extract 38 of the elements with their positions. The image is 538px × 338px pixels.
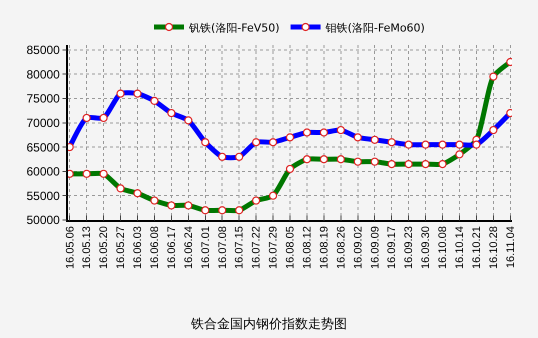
x-tick-label: 16.11.04: [504, 226, 517, 268]
x-tick-label: 16.08.19: [318, 226, 330, 269]
text: 铁合金国内钢价指数走势图: [190, 316, 347, 332]
y-tick-label: 55000: [26, 188, 60, 203]
legend-label: 钼铁(洛阳-FeMo60): [324, 21, 425, 34]
x-tick-label: 16.09.09: [369, 226, 382, 269]
x-tick-label: 16.09.23: [403, 226, 416, 269]
x-tick-label: 16.09.02: [352, 226, 364, 269]
x-tick-label: 16.10.28: [488, 226, 500, 269]
y-tick-label: 70000: [26, 116, 60, 130]
x-tick-label: 16.10.08: [437, 226, 450, 269]
y-tick-label: 75000: [26, 92, 60, 106]
x-tick-label: 16.05.27: [115, 226, 128, 269]
x-tick-label: 16.09.30: [420, 226, 432, 269]
x-tick-label: 16.06.17: [166, 226, 178, 269]
x-tick-label: 16.06.03: [132, 226, 144, 269]
x-tick-label: 16.05.06: [64, 226, 76, 269]
y-tick-label: 85000: [26, 43, 60, 58]
x-tick-label: 16.07.29: [268, 226, 280, 269]
legend-label: 钒铁(洛阳-FeV50): [188, 21, 280, 34]
x-tick-label: 16.08.12: [302, 226, 314, 269]
y-tick-label: 50000: [26, 213, 60, 228]
x-tick-label: 16.07.22: [250, 226, 263, 269]
y-tick-label: 80000: [26, 67, 60, 82]
x-tick-label: 16.05.13: [81, 226, 94, 269]
y-tick-label: 60000: [26, 164, 60, 179]
x-tick-label: 16.08.26: [335, 226, 348, 269]
x-tick-label: 16.06.24: [182, 226, 195, 269]
x-tick-label: 16.07.08: [216, 226, 229, 269]
x-tick-label: 16.09.17: [386, 226, 398, 269]
x-tick-label: 16.07.15: [234, 226, 246, 269]
x-tick-label: 16.08.05: [284, 226, 297, 269]
x-tick-label: 16.07.01: [200, 226, 212, 269]
x-tick-label: 16.05.20: [98, 226, 110, 269]
x-tick-label: 16.10.14: [454, 226, 466, 269]
x-tick-label: 16.10.21: [470, 226, 483, 269]
x-tick-label: 16.06.08: [149, 226, 162, 269]
y-tick-label: 65000: [26, 140, 60, 154]
